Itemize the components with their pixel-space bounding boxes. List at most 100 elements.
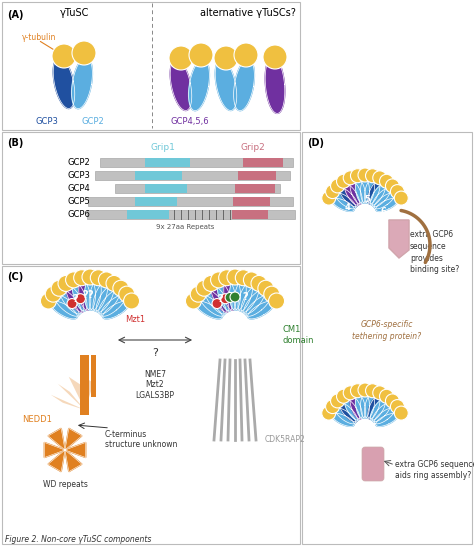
Text: ?: ? <box>87 290 93 300</box>
Circle shape <box>330 179 345 193</box>
Circle shape <box>385 179 400 193</box>
Circle shape <box>337 389 350 403</box>
Circle shape <box>227 269 243 285</box>
Polygon shape <box>73 283 87 311</box>
Circle shape <box>394 406 408 420</box>
Text: NME7
Mzt2
LGALS3BP: NME7 Mzt2 LGALS3BP <box>136 370 174 400</box>
Polygon shape <box>48 428 65 450</box>
Circle shape <box>337 174 350 188</box>
Polygon shape <box>189 60 210 111</box>
Text: ?: ? <box>242 292 248 302</box>
Circle shape <box>91 270 106 286</box>
Polygon shape <box>51 301 77 319</box>
Polygon shape <box>345 399 360 420</box>
Text: GCP6-specific
tethering protein?: GCP6-specific tethering protein? <box>353 320 421 341</box>
Bar <box>145 184 187 193</box>
Text: γ-tubulin: γ-tubulin <box>22 33 56 43</box>
Text: GCP2: GCP2 <box>82 117 104 126</box>
Polygon shape <box>196 301 222 319</box>
Circle shape <box>391 185 404 199</box>
Circle shape <box>119 286 135 302</box>
Text: 9x 27aa Repeats: 9x 27aa Repeats <box>156 224 214 230</box>
Circle shape <box>350 384 365 397</box>
Polygon shape <box>244 290 265 314</box>
Polygon shape <box>72 57 92 109</box>
Circle shape <box>326 400 339 413</box>
Circle shape <box>263 45 287 69</box>
Text: GCP3: GCP3 <box>36 117 58 126</box>
Text: extra GCP6 sequence
aids ring assembly?: extra GCP6 sequence aids ring assembly? <box>395 460 474 480</box>
Polygon shape <box>69 377 85 410</box>
Bar <box>91 355 96 397</box>
Circle shape <box>391 400 404 413</box>
Bar <box>127 210 169 219</box>
Circle shape <box>380 174 393 188</box>
Text: NEDD1: NEDD1 <box>22 416 52 424</box>
Circle shape <box>190 286 206 302</box>
Polygon shape <box>224 281 236 310</box>
Polygon shape <box>340 403 357 422</box>
Circle shape <box>169 46 193 70</box>
Circle shape <box>73 270 90 286</box>
Circle shape <box>234 43 258 67</box>
Circle shape <box>251 275 267 292</box>
Polygon shape <box>84 280 95 310</box>
Polygon shape <box>103 301 129 319</box>
Text: (A): (A) <box>7 10 24 20</box>
Polygon shape <box>370 399 385 420</box>
Polygon shape <box>246 295 270 316</box>
Polygon shape <box>53 57 75 109</box>
Text: CM1
domain: CM1 domain <box>283 325 315 345</box>
Polygon shape <box>340 188 357 207</box>
Circle shape <box>330 394 345 408</box>
Polygon shape <box>55 295 79 316</box>
Polygon shape <box>368 181 380 204</box>
Polygon shape <box>361 179 370 203</box>
Polygon shape <box>200 295 224 316</box>
Polygon shape <box>211 286 229 312</box>
Polygon shape <box>99 290 120 314</box>
Circle shape <box>67 299 77 308</box>
Polygon shape <box>332 413 354 426</box>
Polygon shape <box>376 413 398 426</box>
Text: GCP4: GCP4 <box>67 184 90 193</box>
Polygon shape <box>345 185 360 205</box>
Polygon shape <box>376 198 398 211</box>
Bar <box>80 355 89 415</box>
Polygon shape <box>205 290 226 314</box>
Polygon shape <box>218 283 232 311</box>
Text: ?: ? <box>72 294 78 304</box>
Polygon shape <box>238 283 253 311</box>
Polygon shape <box>215 60 237 110</box>
Circle shape <box>45 286 61 302</box>
Bar <box>87 210 295 219</box>
Bar <box>135 197 177 206</box>
Bar <box>243 158 283 167</box>
Polygon shape <box>332 198 354 211</box>
Polygon shape <box>229 280 240 310</box>
Bar <box>135 171 182 180</box>
Polygon shape <box>356 180 365 203</box>
Polygon shape <box>389 220 409 258</box>
Text: 4: 4 <box>345 203 351 211</box>
Polygon shape <box>336 408 356 424</box>
Bar <box>302 132 472 544</box>
Circle shape <box>124 293 139 309</box>
Text: Mzt1: Mzt1 <box>125 316 145 324</box>
Polygon shape <box>89 281 101 310</box>
Text: γTuSC: γTuSC <box>60 8 90 18</box>
Polygon shape <box>234 60 255 111</box>
Polygon shape <box>361 394 370 418</box>
Circle shape <box>365 384 380 397</box>
Polygon shape <box>350 396 362 419</box>
Bar <box>238 171 276 180</box>
Polygon shape <box>45 442 65 458</box>
Polygon shape <box>60 290 81 314</box>
Bar <box>115 184 280 193</box>
Circle shape <box>225 293 235 302</box>
Circle shape <box>106 275 122 292</box>
Text: GCP3: GCP3 <box>67 171 90 180</box>
Polygon shape <box>96 286 114 312</box>
Circle shape <box>219 270 235 286</box>
Polygon shape <box>234 281 246 310</box>
